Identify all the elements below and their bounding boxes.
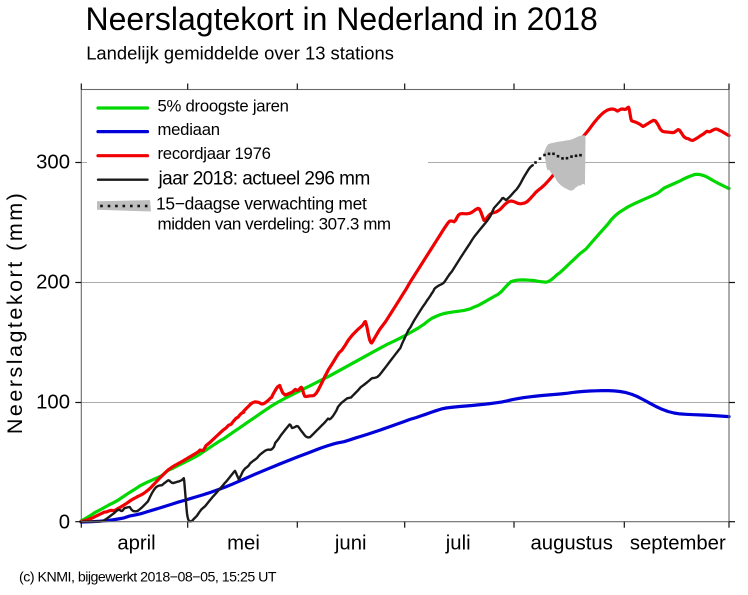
svg-text:april: april bbox=[117, 533, 155, 555]
svg-text:mediaan: mediaan bbox=[158, 120, 220, 139]
svg-text:midden van verdeling: 307.3 mm: midden van verdeling: 307.3 mm bbox=[158, 214, 391, 233]
svg-text:jaar 2018: actueel 296 mm: jaar 2018: actueel 296 mm bbox=[158, 168, 370, 189]
svg-text:5% droogste jaren: 5% droogste jaren bbox=[158, 96, 289, 115]
svg-text:300: 300 bbox=[36, 152, 70, 174]
svg-text:juli: juli bbox=[445, 533, 471, 555]
svg-text:Neerslagtekort (mm): Neerslagtekort (mm) bbox=[3, 191, 27, 434]
svg-text:mei: mei bbox=[227, 533, 260, 555]
svg-text:september: september bbox=[630, 533, 726, 555]
svg-text:100: 100 bbox=[36, 392, 70, 414]
svg-text:recordjaar 1976: recordjaar 1976 bbox=[158, 144, 271, 163]
svg-text:Neerslagtekort in Nederland in: Neerslagtekort in Nederland in 2018 bbox=[86, 1, 598, 37]
svg-text:0: 0 bbox=[59, 512, 70, 534]
svg-text:200: 200 bbox=[36, 272, 70, 294]
svg-text:augustus: augustus bbox=[531, 533, 613, 555]
svg-text:15−daagse verwachting met: 15−daagse verwachting met bbox=[156, 194, 367, 214]
svg-text:(c) KNMI, bijgewerkt 2018−08−0: (c) KNMI, bijgewerkt 2018−08−05, 15:25 U… bbox=[19, 570, 277, 586]
svg-text:Landelijk gemiddelde over 13 s: Landelijk gemiddelde over 13 stations bbox=[86, 43, 394, 64]
svg-text:juni: juni bbox=[334, 533, 367, 555]
